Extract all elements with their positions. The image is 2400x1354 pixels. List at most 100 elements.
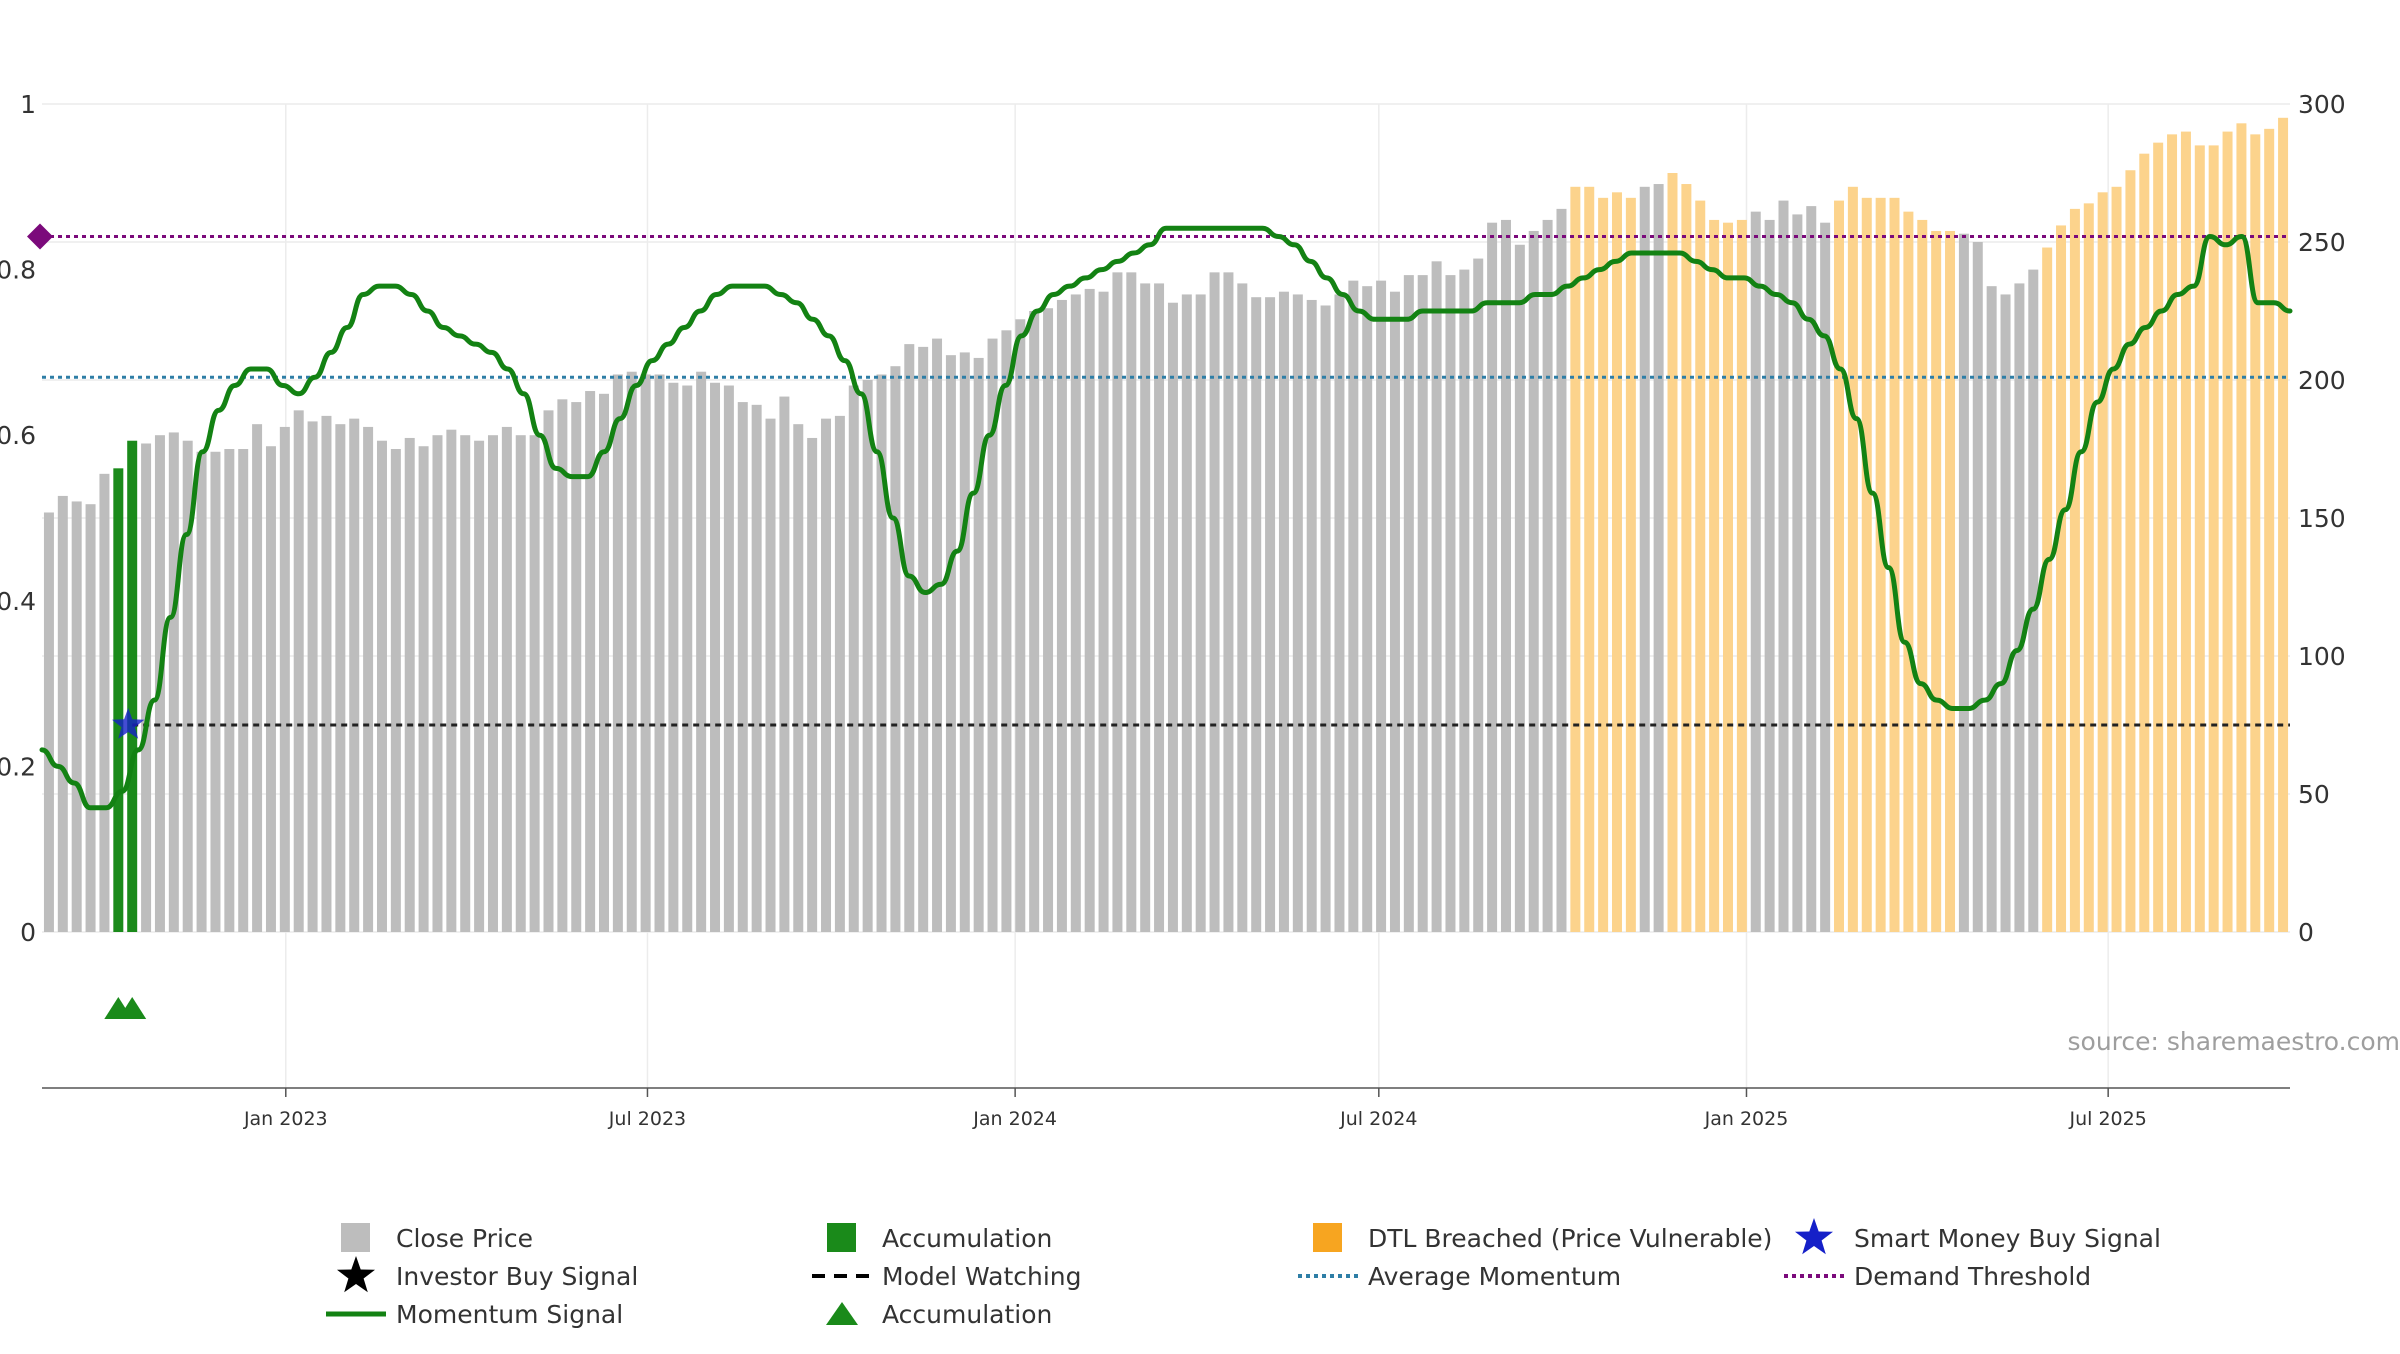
close-price-bar — [2153, 143, 2163, 932]
close-price-bar — [918, 347, 928, 932]
close-price-bar — [752, 405, 762, 932]
close-price-bar — [266, 446, 276, 932]
close-price-bar — [308, 421, 318, 932]
close-price-bar — [432, 435, 442, 932]
close-price-bar — [696, 372, 706, 932]
close-price-bar — [405, 438, 415, 932]
close-price-bar — [1265, 297, 1275, 932]
legend-label: Accumulation — [882, 1224, 1052, 1253]
legend-label: Momentum Signal — [396, 1300, 623, 1329]
left-axis-label: 0.8 — [0, 256, 36, 285]
close-price-bar — [1515, 245, 1525, 932]
left-axis-label: 0 — [20, 918, 36, 947]
left-axis-label: 0.6 — [0, 421, 36, 450]
close-price-bar — [474, 441, 484, 932]
close-price-bar — [2223, 132, 2233, 932]
close-price-bar — [321, 416, 331, 932]
close-price-bar — [2278, 118, 2288, 932]
legend-item: DTL Breached (Price Vulnerable) — [1313, 1223, 1772, 1253]
close-price-bar — [1654, 184, 1664, 932]
close-price-bar — [1570, 187, 1580, 932]
close-price-bar — [724, 386, 734, 932]
close-price-bar — [1140, 283, 1150, 932]
close-price-bar — [1071, 294, 1081, 932]
close-price-bar — [1695, 201, 1705, 932]
legend-label: Smart Money Buy Signal — [1854, 1224, 2161, 1253]
close-price-bar — [1917, 220, 1927, 932]
close-price-bar — [627, 372, 637, 932]
close-price-bar — [1765, 220, 1775, 932]
close-price-bar — [335, 424, 345, 932]
close-price-bar — [1099, 292, 1109, 932]
close-price-bar — [1501, 220, 1511, 932]
close-price-bar — [1890, 198, 1900, 932]
close-price-bar — [738, 402, 748, 932]
close-price-bar — [821, 419, 831, 932]
close-price-bar — [238, 449, 248, 932]
left-axis-label: 0.2 — [0, 752, 36, 781]
close-price-bar — [446, 430, 456, 932]
close-price-bar — [2042, 248, 2052, 932]
close-price-bar — [197, 452, 207, 932]
legend-label: Investor Buy Signal — [396, 1262, 638, 1291]
close-price-bar — [2112, 187, 2122, 932]
close-price-bar — [44, 512, 54, 932]
close-price-bar — [1931, 231, 1941, 932]
legend-label: Demand Threshold — [1854, 1262, 2091, 1291]
close-price-bar — [1473, 259, 1483, 932]
close-price-bar — [1418, 275, 1428, 932]
legend-label: DTL Breached (Price Vulnerable) — [1368, 1224, 1772, 1253]
close-price-bar — [1973, 242, 1983, 932]
legend-swatch-square — [1313, 1223, 1342, 1252]
close-price-bar — [571, 402, 581, 932]
legend-label: Close Price — [396, 1224, 533, 1253]
right-axis-label: 100 — [2298, 642, 2346, 671]
close-price-bar — [141, 443, 151, 932]
close-price-bar — [1584, 187, 1594, 932]
close-price-bar — [2250, 134, 2260, 932]
close-price-bar — [1640, 187, 1650, 932]
close-price-bar — [99, 474, 109, 932]
close-price-bar — [1085, 289, 1095, 932]
close-price-bar — [1362, 286, 1372, 932]
close-price-bar — [1806, 206, 1816, 932]
close-price-bar — [502, 427, 512, 932]
close-price-bar — [377, 441, 387, 932]
close-price-bar — [1987, 286, 1997, 932]
close-price-bar — [1487, 223, 1497, 932]
close-price-bar — [1862, 198, 1872, 932]
close-price-bar — [1820, 223, 1830, 932]
close-price-bar — [1792, 214, 1802, 932]
close-price-bar — [2209, 145, 2219, 932]
close-price-bar — [2084, 203, 2094, 932]
close-price-bar — [1459, 270, 1469, 932]
close-price-bar — [72, 501, 82, 932]
close-price-bar — [641, 374, 651, 932]
close-price-bar — [2070, 209, 2080, 932]
close-price-bar — [1251, 297, 1261, 932]
close-price-bar — [58, 496, 68, 932]
close-price-bar — [543, 410, 553, 932]
close-price-bar — [1834, 201, 1844, 932]
close-price-bar — [2014, 283, 2024, 932]
close-price-bar — [2139, 154, 2149, 932]
right-axis-label: 300 — [2298, 90, 2346, 119]
close-price-bar — [1598, 198, 1608, 932]
close-price-bar — [710, 383, 720, 932]
close-price-bar — [1390, 292, 1400, 932]
close-price-bar — [2167, 134, 2177, 932]
close-price-bar — [904, 344, 914, 932]
legend-label: Average Momentum — [1368, 1262, 1621, 1291]
close-price-bar — [2181, 132, 2191, 932]
close-price-bar — [1015, 319, 1025, 932]
close-price-bar — [2264, 129, 2274, 932]
close-price-bar — [1321, 305, 1331, 932]
right-axis-label: 50 — [2298, 780, 2330, 809]
close-price-bar — [960, 352, 970, 932]
close-price-bar — [1709, 220, 1719, 932]
close-price-bar — [1959, 234, 1969, 932]
close-price-bar — [682, 386, 692, 932]
left-axis-label: 0.4 — [0, 587, 36, 616]
close-price-bar — [363, 427, 373, 932]
